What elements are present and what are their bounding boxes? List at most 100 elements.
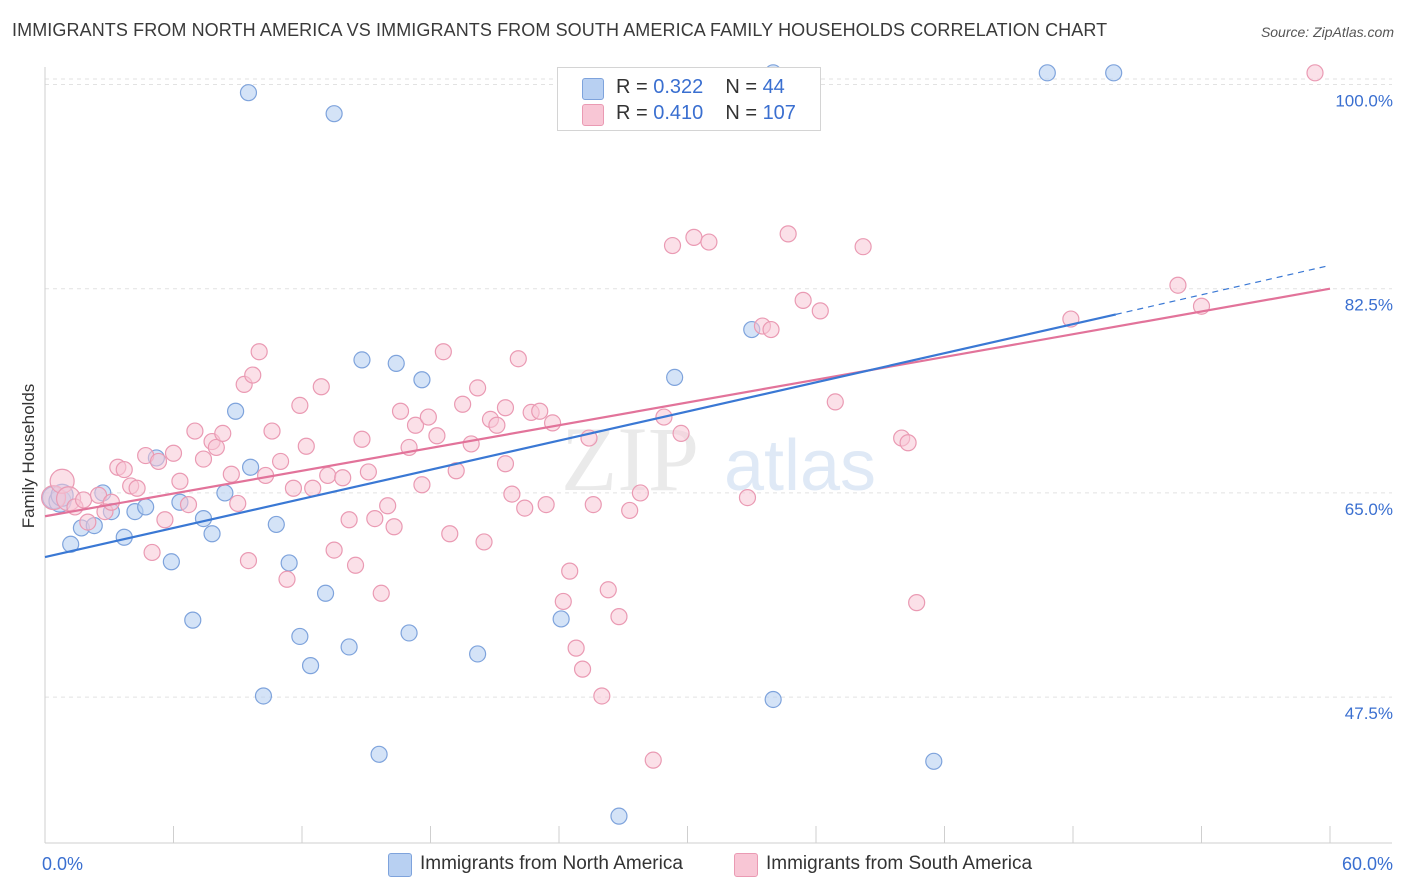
legend-south-text: R = 0.410 N = 107 — [616, 102, 796, 125]
correlation-legend: R = 0.322 N = 44 R = 0.410 N = 107 — [557, 67, 821, 131]
south-point — [194, 450, 213, 468]
south-point — [366, 509, 384, 528]
legend-north-r-value: 0.322 — [653, 76, 704, 98]
south-point — [222, 465, 240, 483]
south-point — [229, 494, 247, 513]
south-point — [207, 438, 225, 457]
south-point — [584, 495, 602, 514]
south-point — [554, 592, 572, 611]
south-america-points — [40, 64, 1324, 769]
y-tick-label: 100.0% — [1335, 92, 1393, 111]
south-point — [428, 427, 446, 445]
south-point — [419, 408, 437, 426]
south-point — [454, 395, 472, 413]
north-trend-extension — [1115, 264, 1331, 315]
south-point — [263, 422, 281, 440]
north-point — [254, 687, 273, 705]
south-point — [599, 581, 617, 599]
legend-south-r-label: R = — [616, 102, 654, 124]
south-point — [312, 378, 330, 396]
x-tick-label-min: 0.0% — [42, 854, 83, 874]
south-point — [391, 402, 410, 420]
south-point — [334, 469, 352, 487]
south-point — [516, 499, 534, 517]
tick-labels: 47.5% 65.0% 82.5% 100.0% 0.0% 60.0% — [42, 92, 1393, 874]
north-point — [239, 84, 258, 102]
south-trend-line — [44, 287, 1331, 518]
north-point — [301, 657, 320, 675]
legend-north-n-label: N = — [725, 76, 763, 98]
north-point — [387, 354, 405, 372]
north-point — [242, 458, 260, 476]
south-point — [115, 460, 133, 479]
south-point — [1169, 276, 1187, 294]
south-point — [79, 513, 97, 531]
south-point — [503, 485, 521, 503]
south-point — [469, 379, 487, 397]
south-point — [250, 343, 268, 361]
south-point — [319, 466, 337, 485]
south-point — [631, 484, 649, 502]
south-point — [271, 452, 290, 471]
south-point — [496, 455, 515, 473]
north-point — [325, 105, 343, 123]
watermark-zip: ZIP — [561, 408, 699, 510]
north-point — [666, 368, 684, 386]
south-point — [462, 435, 480, 453]
south-point — [738, 488, 757, 507]
north-point — [203, 525, 221, 543]
y-axis-label: Family Households — [19, 384, 38, 529]
south-point — [143, 543, 161, 562]
north-point — [1038, 64, 1056, 82]
south-point — [794, 291, 812, 309]
south-point — [179, 495, 198, 514]
bottom-north-label: Immigrants from North America — [420, 853, 683, 874]
north-point — [340, 638, 358, 656]
south-point — [149, 452, 168, 471]
south-point — [214, 424, 232, 443]
south-point — [811, 302, 829, 320]
south-point — [353, 430, 371, 448]
legend-south-n-label: N = — [725, 102, 763, 124]
south-point — [340, 511, 358, 529]
north-point — [469, 645, 487, 663]
north-point — [370, 745, 388, 763]
axes — [44, 67, 1392, 844]
south-point — [475, 533, 493, 551]
south-point — [102, 493, 120, 511]
north-point — [184, 611, 202, 629]
north-point — [316, 584, 335, 602]
legend-north-r-label: R = — [616, 76, 654, 98]
south-point — [488, 416, 506, 434]
south-point — [899, 434, 917, 452]
south-point — [128, 479, 146, 497]
north-point — [413, 371, 431, 389]
chart-title: IMMIGRANTS FROM NORTH AMERICA VS IMMIGRA… — [12, 20, 1108, 40]
south-point — [509, 350, 527, 368]
north-swatch — [582, 78, 604, 100]
south-point — [278, 570, 296, 588]
south-point — [186, 422, 204, 440]
x-tick-label-max: 60.0% — [1342, 854, 1393, 874]
south-point — [291, 396, 309, 415]
north-point — [925, 752, 943, 770]
north-point — [400, 624, 418, 642]
south-point — [1306, 64, 1324, 82]
south-point — [434, 343, 452, 361]
south-point — [74, 491, 93, 509]
north-point — [291, 627, 309, 646]
legend-south-n-value: 107 — [762, 102, 796, 124]
y-tick-label: 82.5% — [1345, 296, 1393, 315]
south-point — [573, 660, 592, 678]
south-point — [908, 594, 926, 612]
north-point — [267, 515, 285, 534]
north-point — [1105, 64, 1123, 82]
y-tick-label: 47.5% — [1345, 704, 1393, 723]
bottom-south-label: Immigrants from South America — [766, 853, 1033, 874]
trend-lines — [44, 264, 1331, 559]
north-point — [194, 509, 213, 528]
south-point — [826, 393, 844, 411]
source-credit: Source: ZipAtlas.com — [1260, 24, 1394, 40]
south-point — [496, 399, 515, 417]
south-point — [561, 562, 579, 580]
